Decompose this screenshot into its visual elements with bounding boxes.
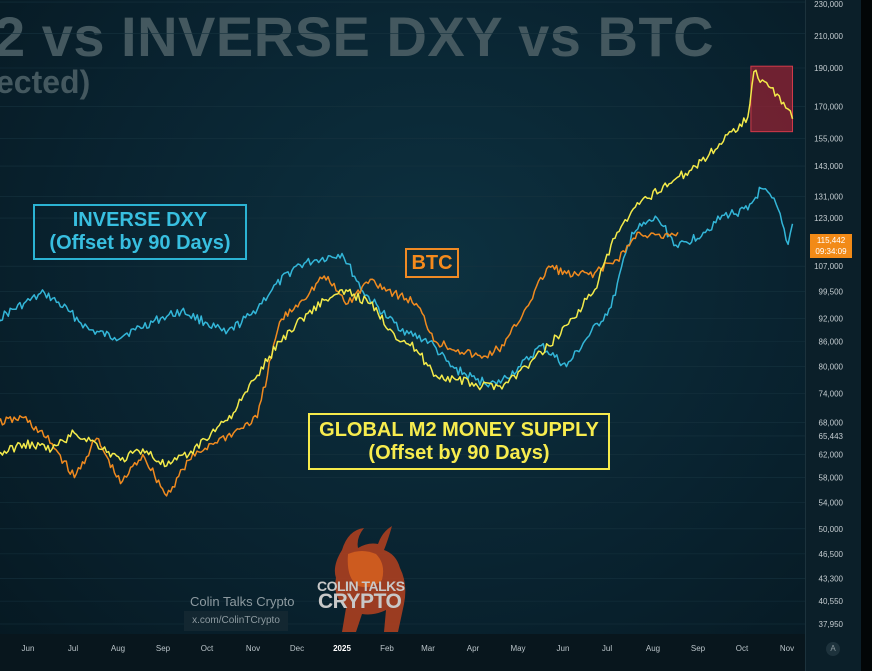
watermark-name: Colin Talks Crypto	[190, 594, 295, 609]
price-axis[interactable]	[805, 0, 862, 671]
series-line-dxy	[0, 186, 794, 388]
logo-text-line1: COLIN TALKS	[317, 578, 405, 594]
series-lines	[0, 69, 794, 497]
time-axis[interactable]	[0, 634, 805, 671]
chart-title: 2 vs INVERSE DXY vs BTC	[0, 5, 715, 68]
m2-label-line2: (Offset by 90 Days)	[368, 442, 550, 464]
bull-logo-icon	[334, 526, 406, 632]
series-line-btc	[0, 231, 679, 497]
countdown-timer: 09:34:09	[815, 247, 847, 256]
series-line-m2	[0, 69, 794, 468]
dxy-label-line1: INVERSE DXY	[72, 209, 208, 231]
global-m2-label: GLOBAL M2 MONEY SUPPLY (Offset by 90 Day…	[308, 413, 610, 470]
m2-label-line1: GLOBAL M2 MONEY SUPPLY	[319, 419, 599, 441]
last-price: 115,442	[816, 236, 846, 245]
btc-label: BTC	[405, 248, 459, 278]
auto-scale-button[interactable]: A	[826, 642, 840, 656]
window-edge	[861, 0, 872, 671]
last-price-tag: 115,442 09:34:09	[810, 234, 852, 258]
watermark-url[interactable]: x.com/ColinTCrypto	[184, 611, 288, 631]
dxy-label-line2: (Offset by 90 Days)	[49, 232, 231, 254]
chart-subtitle: ected)	[0, 64, 91, 100]
logo-text-line2: CRYPTO	[318, 590, 402, 613]
inverse-dxy-label: INVERSE DXY (Offset by 90 Days)	[33, 204, 247, 260]
